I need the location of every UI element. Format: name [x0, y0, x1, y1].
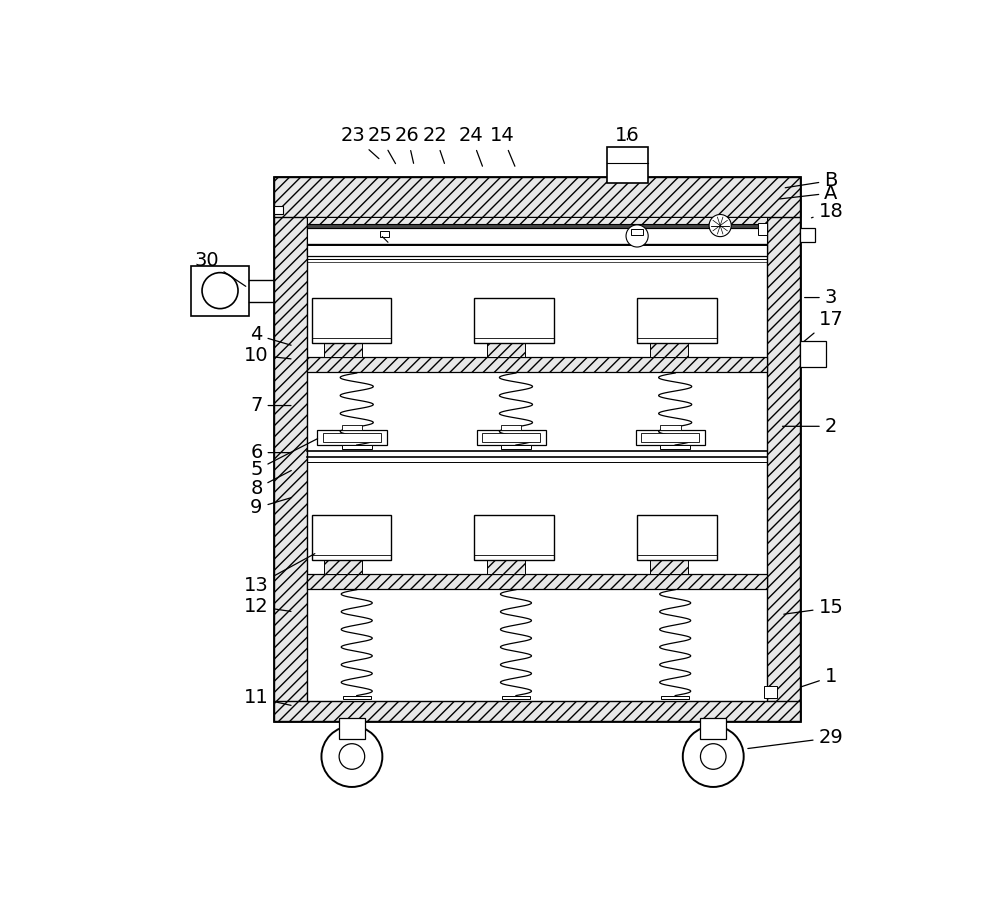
Bar [700, 717, 726, 738]
Bar [307, 574, 767, 589]
Bar [339, 717, 365, 738]
Text: 13: 13 [244, 554, 315, 595]
Text: 4: 4 [250, 325, 291, 345]
Text: 2: 2 [782, 417, 837, 436]
Bar [487, 560, 525, 574]
Circle shape [626, 225, 648, 247]
Bar [764, 686, 777, 699]
Text: 23: 23 [341, 126, 379, 158]
Bar [650, 343, 688, 357]
Bar [307, 228, 767, 244]
Bar [502, 696, 530, 699]
Text: B: B [785, 171, 838, 190]
Text: 11: 11 [244, 688, 291, 708]
Bar [637, 298, 717, 343]
Text: 30: 30 [194, 251, 246, 286]
Bar [342, 425, 362, 430]
Bar [312, 515, 391, 560]
Text: 9: 9 [250, 498, 291, 518]
Circle shape [683, 726, 744, 787]
Bar [307, 357, 767, 372]
Bar [607, 147, 648, 182]
Bar [274, 701, 800, 720]
Bar [487, 343, 525, 357]
Bar [343, 696, 371, 699]
Bar [474, 515, 554, 560]
Text: 29: 29 [748, 728, 843, 749]
Text: 17: 17 [804, 309, 843, 342]
Bar [641, 432, 699, 441]
Bar [312, 298, 391, 343]
Bar [482, 432, 540, 441]
Text: 16: 16 [615, 126, 640, 145]
Text: 18: 18 [811, 202, 843, 221]
Bar [324, 343, 362, 357]
Bar [660, 445, 690, 450]
Text: A: A [780, 183, 838, 202]
Bar [501, 445, 531, 450]
Text: 5: 5 [250, 439, 318, 479]
Bar [307, 224, 767, 228]
Text: 15: 15 [784, 598, 843, 618]
Bar [636, 430, 705, 445]
Bar [274, 177, 800, 720]
Text: 7: 7 [250, 396, 291, 415]
Text: 10: 10 [244, 345, 291, 364]
Bar [637, 515, 717, 560]
Bar [323, 432, 381, 441]
Circle shape [202, 272, 238, 308]
Bar [274, 177, 800, 218]
Bar [661, 696, 689, 699]
Bar [307, 244, 767, 256]
Text: 26: 26 [395, 126, 420, 164]
Bar [317, 430, 387, 445]
Text: 3: 3 [805, 288, 837, 307]
Text: 14: 14 [490, 126, 515, 166]
Bar [342, 445, 372, 450]
Text: 22: 22 [423, 126, 447, 164]
Bar [380, 231, 389, 236]
Circle shape [321, 726, 382, 787]
Text: 8: 8 [250, 470, 291, 498]
Circle shape [709, 215, 731, 236]
Bar [324, 560, 362, 574]
Bar [800, 228, 815, 242]
Bar [191, 266, 249, 316]
Bar [274, 177, 307, 720]
Bar [474, 298, 554, 343]
Bar [660, 425, 681, 430]
Bar [650, 560, 688, 574]
Text: 25: 25 [367, 126, 396, 164]
Bar [631, 229, 643, 236]
Text: 6: 6 [250, 443, 291, 462]
Bar [501, 425, 521, 430]
Bar [758, 223, 767, 236]
Circle shape [700, 743, 726, 770]
Text: 12: 12 [244, 597, 291, 616]
Bar [477, 430, 546, 445]
Text: 1: 1 [800, 667, 837, 687]
Text: 24: 24 [459, 126, 483, 166]
Bar [274, 206, 283, 215]
Bar [800, 341, 826, 368]
Circle shape [339, 743, 365, 770]
Bar [767, 177, 800, 720]
Bar [307, 218, 767, 224]
